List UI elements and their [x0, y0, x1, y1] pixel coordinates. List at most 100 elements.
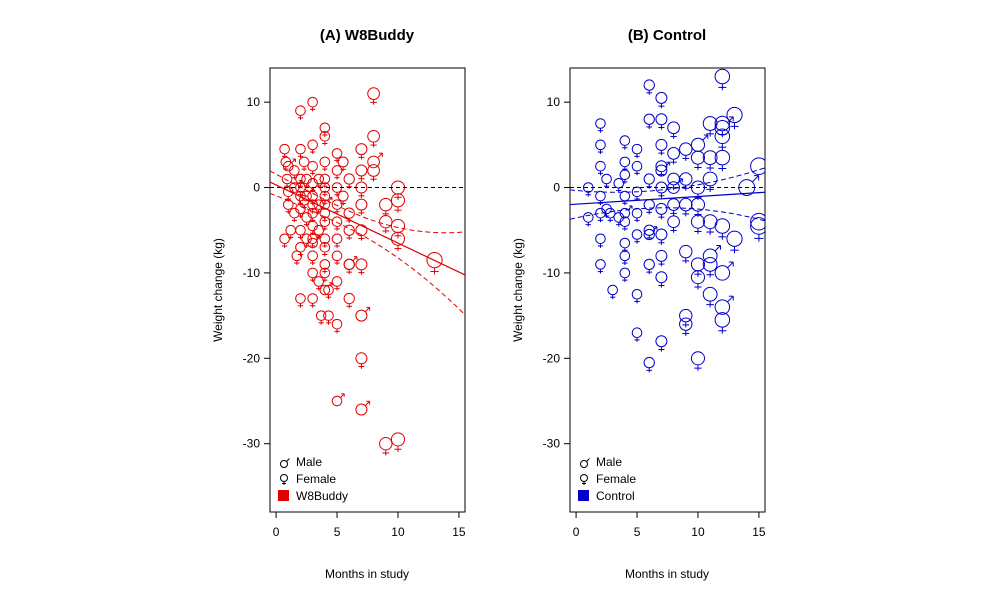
female-point: [655, 138, 668, 156]
female-point: [379, 436, 393, 456]
female-point: [690, 150, 706, 171]
female-point: [619, 250, 631, 265]
female-point: [714, 128, 731, 151]
female-point: [714, 312, 731, 334]
female-point: [643, 356, 655, 373]
female-point: [655, 113, 668, 130]
female-point: [307, 250, 318, 265]
female-point: [343, 292, 355, 309]
female-point: [595, 160, 606, 176]
female-point: [355, 164, 368, 181]
female-point: [355, 258, 368, 275]
female-point: [315, 310, 327, 325]
legend-label-male: Male: [296, 455, 322, 469]
female-point: [631, 327, 643, 342]
female-point: [631, 186, 643, 201]
female-point: [295, 293, 306, 308]
female-point: [667, 198, 680, 216]
ci-lower-line: [570, 207, 765, 222]
x-axis-label: Months in study: [325, 567, 409, 581]
female-point: [331, 216, 343, 231]
female-point: [690, 197, 706, 218]
female-point: [323, 284, 334, 300]
female-point: [355, 352, 368, 369]
y-axis-label: Weight change (kg): [211, 238, 225, 342]
female-point: [379, 214, 393, 234]
female-point: [655, 335, 668, 352]
plot-area: [270, 87, 465, 456]
y-tick-label: -10: [243, 266, 261, 280]
female-point: [655, 91, 668, 109]
female-point: [643, 173, 655, 189]
female-point: [582, 212, 594, 227]
female-point: [613, 212, 625, 227]
female-point: [295, 224, 306, 240]
y-tick-label: -10: [543, 266, 561, 280]
male-point: [319, 196, 333, 210]
y-tick-label: 0: [553, 181, 560, 195]
female-point: [355, 224, 368, 241]
male-point: [343, 256, 358, 271]
female-point: [281, 173, 293, 189]
legend-label-male: Male: [596, 455, 622, 469]
female-point: [331, 182, 343, 197]
female-point: [690, 351, 706, 371]
female-point: [655, 271, 668, 288]
plot-area: [570, 68, 765, 373]
female-point: [390, 180, 406, 200]
male-point: [714, 295, 734, 315]
y-tick-label: -30: [243, 437, 261, 451]
male-point: [667, 178, 683, 194]
female-point: [301, 173, 312, 189]
female-point: [619, 156, 631, 172]
panel-control: (B) Control 0 5 10 15 10 0 -10 -20 -30 Months in s…: [511, 27, 766, 581]
female-point: [355, 181, 368, 198]
female-point: [331, 165, 343, 180]
female-point: [714, 115, 731, 138]
legend-group-swatch: [278, 490, 289, 501]
female-point: [307, 96, 318, 112]
female-point: [726, 230, 743, 254]
chart-title: (B) Control: [628, 27, 706, 44]
male-point: [714, 116, 734, 136]
female-point: [390, 231, 406, 252]
panel-w8buddy: (A) W8Buddy 0 5 10 15 10 0 -10 -20 -30 Months in s…: [211, 27, 466, 581]
legend: Male Female W8Buddy: [278, 455, 348, 503]
female-point: [702, 171, 718, 193]
female-point: [313, 276, 325, 291]
male-point: [690, 134, 709, 152]
male-point: [702, 244, 722, 264]
female-point: [331, 276, 343, 291]
female-point: [667, 121, 680, 139]
female-point: [390, 193, 406, 213]
fit-line: [270, 181, 465, 276]
x-tick-label: 15: [752, 525, 766, 539]
male-point: [307, 235, 321, 249]
female-point: [343, 224, 355, 241]
female-point: [595, 259, 606, 274]
female-point: [750, 217, 765, 242]
male-point: [750, 157, 765, 175]
y-tick-label: -20: [243, 351, 261, 365]
female-point: [679, 142, 693, 161]
male-point: [355, 306, 371, 322]
female-point: [295, 105, 306, 120]
legend-label-female: Female: [296, 472, 336, 486]
male-point: [282, 158, 296, 172]
female-point: [331, 148, 343, 163]
y-tick-label: -30: [543, 437, 561, 451]
y-tick-label: 10: [247, 95, 261, 109]
female-point: [690, 257, 706, 277]
female-point: [595, 118, 606, 133]
ci-lower-line: [270, 192, 465, 316]
female-point: [619, 190, 631, 206]
female-point: [319, 259, 331, 274]
female-point: [679, 244, 693, 264]
female-point: [343, 173, 355, 189]
female-point: [631, 229, 643, 244]
female-point: [279, 143, 290, 159]
legend: Male Female Control: [578, 455, 636, 503]
female-point: [367, 129, 380, 148]
ci-upper-line: [570, 167, 765, 193]
